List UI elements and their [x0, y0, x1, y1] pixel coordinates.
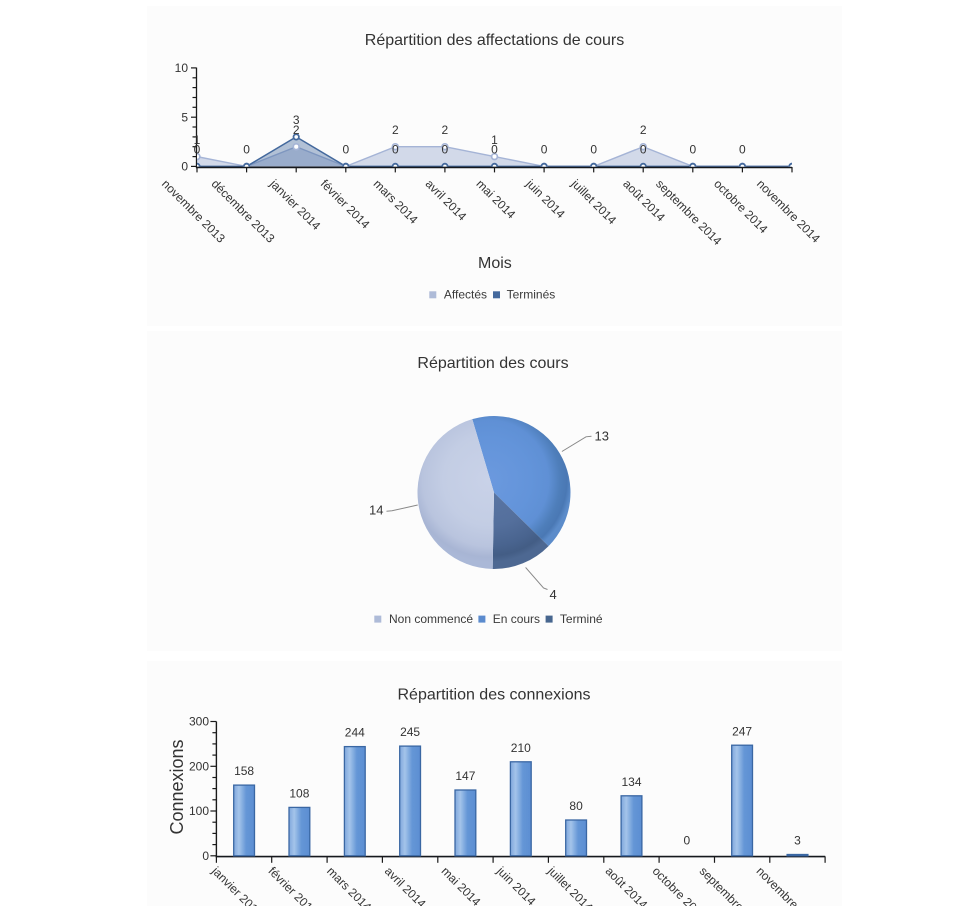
svg-text:3: 3: [794, 834, 801, 848]
svg-text:100: 100: [189, 804, 209, 818]
svg-text:1: 1: [194, 133, 201, 147]
svg-text:0: 0: [491, 143, 498, 157]
svg-text:13: 13: [595, 429, 609, 444]
svg-text:5: 5: [181, 110, 188, 124]
svg-text:Répartition des affectations d: Répartition des affectations de cours: [365, 32, 624, 49]
svg-text:147: 147: [455, 769, 475, 783]
svg-text:0: 0: [590, 143, 597, 157]
svg-text:0: 0: [342, 143, 349, 157]
svg-text:Connexions: Connexions: [167, 739, 187, 834]
svg-text:245: 245: [400, 725, 420, 739]
svg-text:210: 210: [511, 741, 531, 755]
svg-text:158: 158: [234, 764, 254, 778]
svg-text:Mois: Mois: [478, 255, 512, 272]
svg-text:2: 2: [640, 123, 647, 137]
svg-text:0: 0: [243, 143, 250, 157]
svg-text:244: 244: [345, 726, 365, 740]
svg-text:0: 0: [392, 143, 399, 157]
svg-text:0: 0: [181, 160, 188, 174]
svg-text:Répartition des cours: Répartition des cours: [417, 355, 568, 372]
svg-text:300: 300: [189, 715, 209, 729]
svg-text:Terminés: Terminés: [507, 288, 556, 302]
svg-text:247: 247: [732, 724, 752, 738]
svg-text:0: 0: [689, 143, 696, 157]
svg-text:1: 1: [491, 133, 498, 147]
svg-text:200: 200: [189, 760, 209, 774]
svg-text:En cours: En cours: [493, 612, 540, 626]
svg-text:80: 80: [569, 799, 583, 813]
svg-text:108: 108: [289, 787, 309, 801]
svg-text:2: 2: [293, 123, 300, 137]
svg-text:0: 0: [541, 143, 548, 157]
svg-text:4: 4: [550, 587, 557, 602]
svg-text:0: 0: [640, 143, 647, 157]
svg-text:0: 0: [194, 143, 201, 157]
svg-text:Répartition des connexions: Répartition des connexions: [397, 687, 590, 704]
svg-text:14: 14: [369, 503, 383, 518]
svg-text:2: 2: [392, 123, 399, 137]
svg-text:Affectés: Affectés: [444, 288, 487, 302]
svg-text:3: 3: [293, 113, 300, 127]
svg-text:2: 2: [442, 123, 449, 137]
svg-text:Non commencé: Non commencé: [389, 612, 473, 626]
svg-text:0: 0: [442, 143, 449, 157]
svg-text:Terminé: Terminé: [560, 612, 603, 626]
svg-text:134: 134: [621, 775, 641, 789]
svg-text:0: 0: [739, 143, 746, 157]
svg-text:0: 0: [683, 833, 690, 847]
svg-text:10: 10: [175, 61, 189, 75]
svg-text:0: 0: [202, 849, 209, 863]
